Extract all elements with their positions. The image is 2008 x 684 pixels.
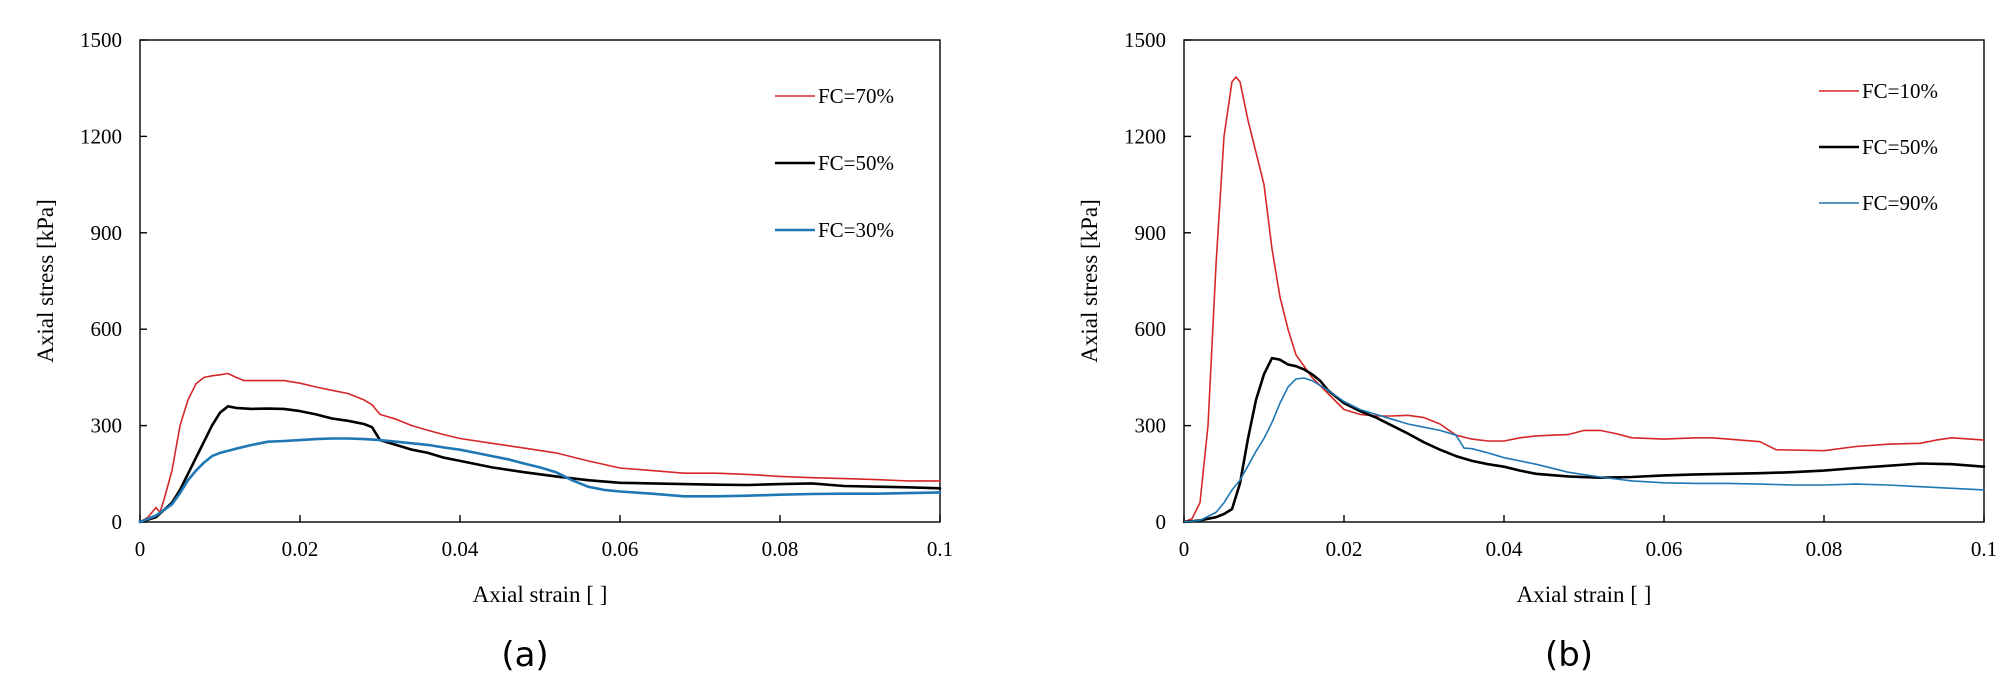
y-tick-label: 900 (1135, 221, 1167, 245)
legend-label: FC=50% (818, 151, 894, 175)
x-tick-label: 0.06 (1646, 537, 1683, 561)
plot-area-frame (1183, 39, 1985, 523)
legend-label: FC=10% (1862, 79, 1938, 103)
y-tick-label: 300 (1135, 414, 1167, 438)
y-tick-label: 1200 (1124, 124, 1166, 148)
legend-label: FC=70% (818, 84, 894, 108)
panel-label: (a) (501, 635, 548, 675)
series-lines (138, 372, 942, 524)
series-line-fc10 (1183, 76, 1985, 523)
y-tick-label: 900 (91, 221, 123, 245)
y-tick-label: 0 (1156, 510, 1167, 534)
y-axis-label: Axial stress [kPa] (1077, 199, 1102, 363)
y-tick-labels: 0 300 600 900 1200 1500 (1124, 28, 1166, 534)
x-tick-label: 0.1 (927, 537, 953, 561)
x-tick-label: 0.04 (1486, 537, 1523, 561)
x-tick-label: 0 (135, 537, 146, 561)
y-tick-label: 600 (91, 317, 123, 341)
x-tick-label: 0.08 (1806, 537, 1843, 561)
x-tick-label: 0.02 (282, 537, 319, 561)
series-line-fc90 (1183, 377, 1985, 523)
x-tick-label: 0.08 (762, 537, 799, 561)
y-tick-label: 1500 (1124, 28, 1166, 52)
x-tick-label: 0.06 (602, 537, 639, 561)
legend-label: FC=30% (818, 218, 894, 242)
legend: FC=10% FC=50% FC=90% (1819, 79, 1938, 215)
x-tick-label: 0 (1179, 537, 1190, 561)
x-tick-label: 0.04 (442, 537, 479, 561)
y-tick-label: 1500 (80, 28, 122, 52)
series-line-fc30 (138, 437, 942, 524)
y-axis-label: Axial stress [kPa] (33, 199, 58, 363)
x-tick-labels: 0 0.02 0.04 0.06 0.08 0.1 (135, 537, 953, 561)
y-tick-label: 300 (91, 414, 123, 438)
x-axis-label: Axial strain [ ] (473, 582, 608, 607)
x-tick-label: 0.02 (1326, 537, 1363, 561)
axis-ticks (1183, 39, 1985, 523)
plot-area-frame (139, 39, 941, 523)
axis-ticks (139, 39, 941, 523)
panel-label: (b) (1545, 635, 1593, 675)
series-line-fc70 (139, 372, 941, 523)
y-tick-label: 600 (1135, 317, 1167, 341)
x-tick-label: 0.1 (1971, 537, 1997, 561)
legend-label: FC=50% (1862, 135, 1938, 159)
legend: FC=70% FC=50% FC=30% (775, 84, 894, 242)
y-tick-label: 0 (112, 510, 123, 534)
x-tick-labels: 0 0.02 0.04 0.06 0.08 0.1 (1179, 537, 1997, 561)
panel-a: 0 0.02 0.04 0.06 0.08 0.1 0 300 600 900 … (33, 28, 953, 675)
y-tick-label: 1200 (80, 124, 122, 148)
legend-label: FC=90% (1862, 191, 1938, 215)
series-lines (1182, 76, 1986, 524)
series-line-fc50 (1182, 356, 1986, 524)
panel-b: 0 0.02 0.04 0.06 0.08 0.1 0 300 600 900 … (1077, 28, 1997, 675)
series-line-fc50 (138, 405, 942, 524)
y-tick-labels: 0 300 600 900 1200 1500 (80, 28, 122, 534)
x-axis-label: Axial strain [ ] (1517, 582, 1652, 607)
